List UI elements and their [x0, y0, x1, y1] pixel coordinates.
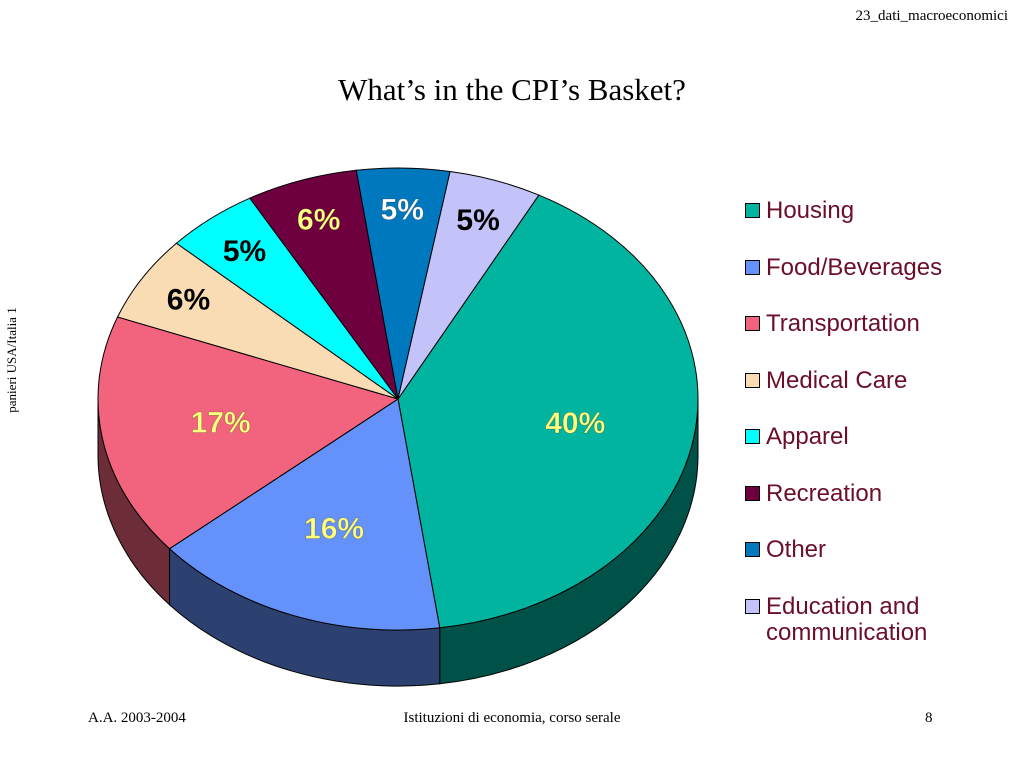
legend-item-other: Other: [745, 537, 1015, 594]
footer-course-name: Istituzioni di economia, corso serale: [403, 710, 621, 726]
slice-transportation: [97, 316, 400, 550]
legend-item-recreation: Recreation: [745, 479, 1015, 538]
legend-label-apparel: Apparel: [766, 423, 849, 450]
legend-item-medical-care: Medical Care: [745, 366, 1015, 425]
legend-label-food-beverages: Food/Beverages: [766, 253, 943, 281]
slice-label-medical-care: 6%: [167, 284, 210, 317]
chart-title: What’s in the CPI’s Basket?: [338, 72, 686, 107]
legend-label-education-communication: Education and communication: [766, 592, 928, 646]
legend-label-recreation: Recreation: [766, 479, 883, 507]
legend-label-medical-care: Medical Care: [766, 366, 908, 394]
slice-label-recreation: 6%: [297, 204, 340, 237]
file-name-header: 23_dati_macroeconomici: [855, 8, 1008, 24]
slice-label-education-and-communication: 5%: [456, 204, 499, 237]
legend-swatch-other: [745, 542, 760, 557]
footer-academic-year: A.A. 2003-2004: [88, 710, 186, 726]
legend-item-housing: Housing: [745, 198, 1015, 255]
legend-item-education-communication: Education and communication: [745, 592, 1015, 651]
legend-swatch-recreation: [745, 485, 760, 501]
slice-label-apparel: 5%: [223, 235, 266, 268]
legend-swatch-food-beverages: [745, 259, 760, 275]
slice-label-other: 5%: [381, 194, 424, 227]
slice-housing: [397, 194, 699, 629]
slice-education-and-communication: [397, 170, 540, 400]
slice-label-housing: 40%: [545, 407, 605, 440]
legend-item-transportation: Transportation: [745, 311, 1015, 368]
slice-label-food-beverages: 16%: [304, 513, 364, 546]
slice-label-transportation: 17%: [191, 407, 251, 440]
slice-food-beverages: [168, 398, 441, 631]
legend-swatch-medical-care: [745, 372, 760, 388]
legend-item-food-beverages: Food/Beverages: [745, 253, 1015, 312]
legend-swatch-transportation: [745, 316, 760, 331]
legend: Housing Food/Beverages Transportation Me…: [745, 198, 1015, 650]
legend-swatch-education-communication: [745, 598, 760, 614]
legend-label-housing: Housing: [766, 197, 855, 224]
footer-page-number: 8: [925, 710, 933, 726]
legend-swatch-housing: [745, 203, 760, 218]
legend-label-transportation: Transportation: [766, 310, 920, 337]
legend-label-other: Other: [766, 536, 827, 563]
legend-item-apparel: Apparel: [745, 424, 1015, 481]
legend-swatch-apparel: [745, 429, 760, 444]
